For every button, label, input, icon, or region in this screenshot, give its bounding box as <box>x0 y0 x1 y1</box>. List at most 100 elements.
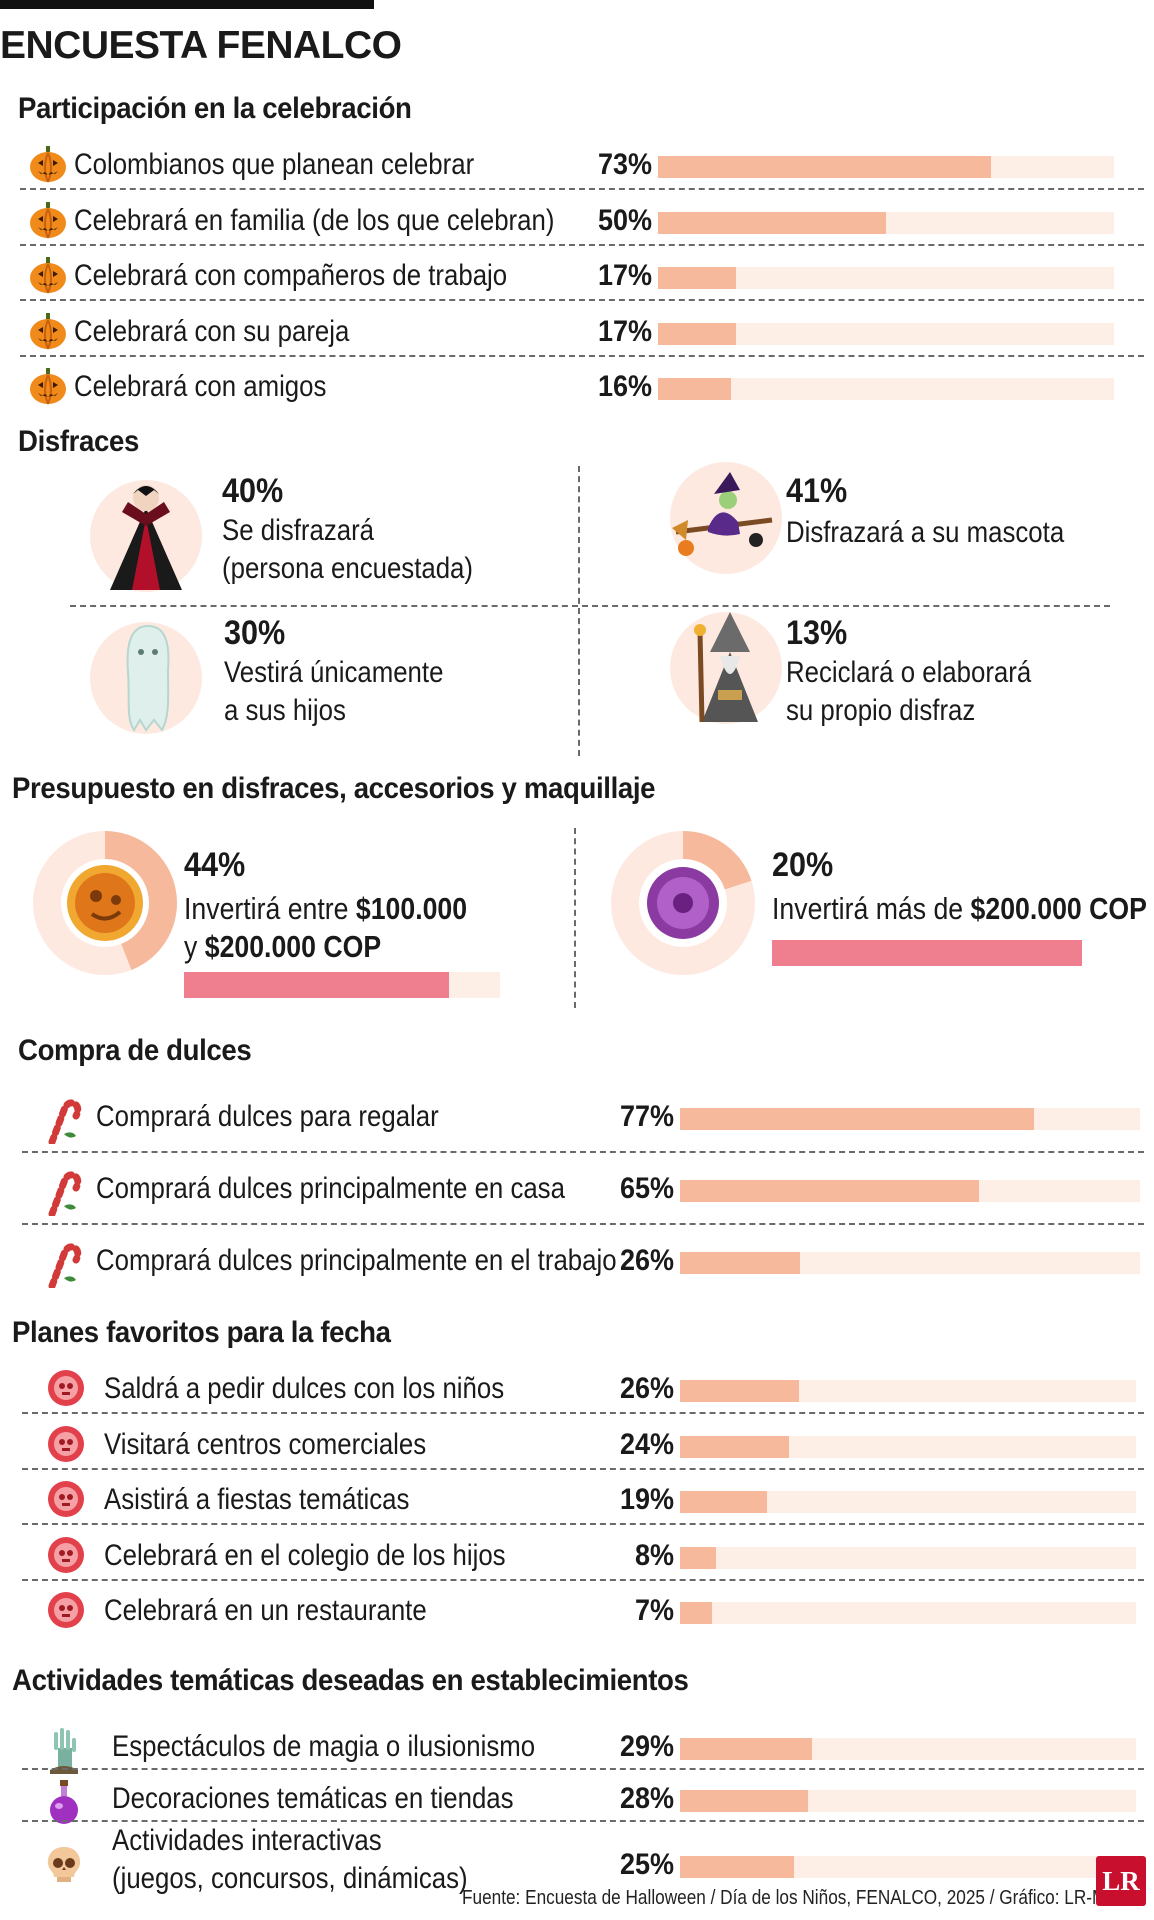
bar-pct: 7% <box>634 1594 674 1627</box>
ghost-icon <box>126 624 170 732</box>
row-divider <box>22 1151 1144 1153</box>
row-divider <box>20 299 1144 301</box>
bar-pct: 8% <box>634 1538 674 1572</box>
bar-pct: 65% <box>619 1172 674 1205</box>
bar-row: Celebrará en familia (de los que celebra… <box>0 196 1154 246</box>
section-title-dulces: Compra de dulces <box>18 1034 252 1067</box>
bar-fill <box>658 378 731 400</box>
bar-row: Comprará dulces principalmente en el tra… <box>0 1236 1154 1290</box>
disfraz-text-line2: (persona encuestada) <box>222 552 473 585</box>
presupuesto-pct: 20% <box>772 846 834 884</box>
bar-track <box>680 1546 1136 1569</box>
bar-fill <box>658 267 736 289</box>
candy-cane-icon <box>42 1096 82 1146</box>
skull-candy-icon <box>46 1535 86 1575</box>
row-divider <box>22 1467 1144 1470</box>
disfraz-pct: 30% <box>224 614 286 652</box>
bar-fill <box>658 211 886 234</box>
row-divider <box>22 1768 1144 1770</box>
bar-pct: 25% <box>619 1848 674 1881</box>
skull-icon <box>44 1844 84 1884</box>
disfraces-vertical-divider <box>578 466 580 756</box>
presupuesto-divider <box>574 828 576 1008</box>
bar-row: Comprará dulces principalmente en casa 65… <box>0 1164 1154 1225</box>
bar-track <box>680 1108 1140 1130</box>
bar-fill <box>680 1856 794 1878</box>
bar-row: Celebrará en el colegio de los hijos 8% <box>0 1531 1154 1581</box>
section-title-planes: Planes favoritos para la fecha <box>12 1316 391 1349</box>
row-divider <box>22 1412 1144 1414</box>
bar-pct: 77% <box>619 1100 674 1133</box>
presupuesto-bar-track <box>772 940 1088 966</box>
bar-fill <box>680 1602 712 1624</box>
bar-row: Actividades interactivas (juegos, concurs… <box>0 1824 1154 1895</box>
bar-track <box>658 211 1114 234</box>
bar-label: Comprará dulces principalmente en el tra… <box>96 1244 617 1277</box>
bar-fill <box>680 1380 799 1402</box>
bar-pct: 17% <box>597 259 652 292</box>
bar-track <box>680 1435 1136 1458</box>
bar-fill <box>680 1546 717 1569</box>
bar-label: Decoraciones temáticas en tiendas <box>112 1782 514 1815</box>
row-divider <box>22 1223 1144 1225</box>
bar-label: Asistirá a fiestas temáticas <box>104 1483 410 1516</box>
bar-row: Visitará centros comerciales 24% <box>0 1420 1154 1470</box>
pumpkin-icon <box>28 311 68 351</box>
bar-pct: 17% <box>597 314 652 348</box>
bar-fill <box>680 1108 1035 1130</box>
pumpkin-icon <box>28 255 68 295</box>
bar-label: Celebrará en familia (de los que celebra… <box>74 203 555 237</box>
bar-row: Colombianos que planean celebrar 73% <box>0 140 1154 190</box>
row-divider <box>20 354 1144 357</box>
bar-track <box>680 1856 1136 1878</box>
bar-label: Celebrará con su pareja <box>74 314 350 348</box>
section-title-actividades: Actividades temáticas deseadas en establ… <box>12 1664 689 1697</box>
bar-pct: 26% <box>619 1372 674 1405</box>
bar-track <box>680 1790 1136 1812</box>
bar-row: Espectáculos de magia o ilusionismo 29% <box>0 1722 1154 1774</box>
presupuesto-ring-value <box>104 831 177 970</box>
vampire-icon <box>110 485 182 590</box>
bar-label: Comprará dulces para regalar <box>96 1100 439 1133</box>
pumpkin-icon <box>28 366 68 406</box>
bar-label: Comprará dulces principalmente en casa <box>96 1172 565 1205</box>
skull-candy-icon <box>46 1479 86 1519</box>
disfraz-text-line1: Vestirá únicamente <box>224 656 444 689</box>
lr-logo: LR <box>1096 1856 1146 1906</box>
bar-row: Celebrará con su pareja 17% <box>0 307 1154 357</box>
bar-fill <box>680 1738 813 1760</box>
candy-cane-icon <box>42 1168 82 1218</box>
bar-label: Celebrará en el colegio de los hijos <box>104 1538 506 1572</box>
witch-icon <box>672 472 773 556</box>
skull-candy-icon <box>46 1368 86 1408</box>
top-rule <box>0 0 374 9</box>
pumpkin-icon <box>28 144 68 184</box>
disfraz-text-line1: Reciclará o elaborará <box>786 656 1032 689</box>
skull-candy-icon <box>46 1424 86 1464</box>
presupuesto-text-line1: Invertirá más de $200.000 COP <box>772 891 1147 926</box>
bar-row: Celebrará en un restaurante 7% <box>0 1586 1154 1636</box>
presupuesto-ring <box>33 831 177 975</box>
row-divider <box>22 1578 1144 1581</box>
presupuesto-bar-fill <box>772 940 1082 966</box>
section-title-disfraces: Disfraces <box>18 425 139 458</box>
bar-label-line1: Actividades interactivas <box>112 1824 382 1857</box>
page-title: ENCUESTA FENALCO <box>0 24 402 67</box>
bar-track <box>680 1491 1136 1513</box>
bar-label: Actividades interactivas (juegos, concurs… <box>112 1822 468 1898</box>
bar-label: Celebrará con amigos <box>74 370 327 403</box>
bar-row: Asistirá a fiestas temáticas 19% <box>0 1475 1154 1525</box>
source-note: Fuente: Encuesta de Halloween / Día de l… <box>462 1887 1118 1909</box>
potion-icon <box>44 1778 84 1824</box>
row-divider <box>22 1820 1144 1822</box>
bar-fill <box>680 1491 767 1513</box>
bar-fill <box>658 156 991 178</box>
bar-fill <box>680 1252 800 1274</box>
bar-track <box>658 267 1114 289</box>
disfraz-pct: 13% <box>786 614 848 652</box>
bar-row: Celebrará con amigos 16% <box>0 362 1154 412</box>
bar-label: Colombianos que planean celebrar <box>74 148 475 181</box>
row-divider <box>20 188 1144 190</box>
bar-row: Celebrará con compañeros de trabajo 17% <box>0 251 1154 301</box>
bar-pct: 24% <box>619 1427 674 1461</box>
